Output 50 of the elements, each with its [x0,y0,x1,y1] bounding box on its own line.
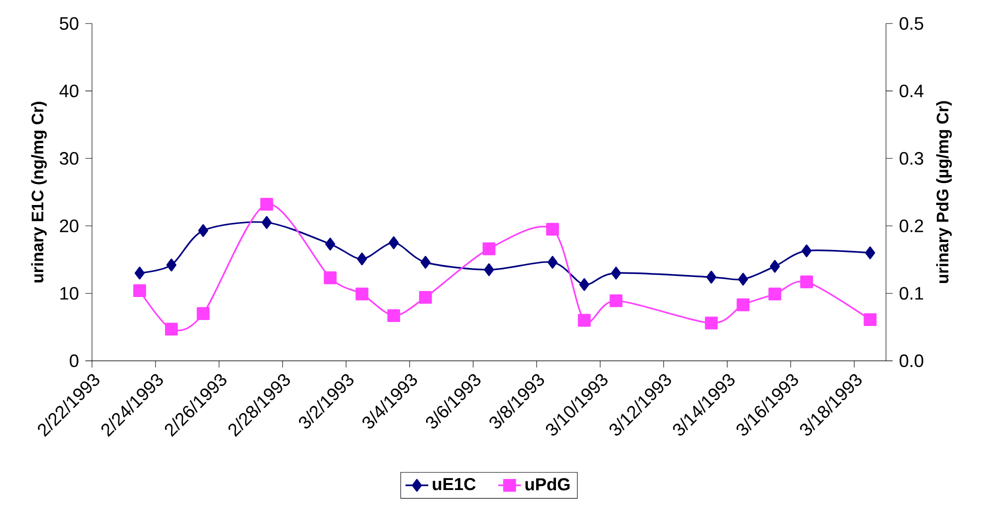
point [196,307,210,320]
point [324,272,337,284]
y-tick-label: 0 [70,354,78,368]
point [198,224,208,238]
y2-tick-label: 0.2 [900,220,924,232]
legend-label: uE1C [432,478,476,490]
point [419,291,432,304]
point [610,294,622,308]
point [768,288,782,301]
point [356,252,367,266]
point [166,258,176,272]
point [578,314,591,327]
point [484,263,494,276]
point [800,276,814,288]
y-tick-label: 50 [60,17,78,30]
y2-tick-label: 0.1 [900,287,924,300]
y-axis-title: urinary E1C (ng/mg Cr) [31,102,47,282]
y2-tick-label: 0.5 [900,17,924,30]
point [704,316,718,330]
legend-label: uPdG [525,478,570,491]
point [579,278,590,292]
point [388,236,399,250]
y2-tick-label: 0.0 [900,354,924,368]
point [865,246,876,260]
point [134,266,145,280]
point [262,216,272,229]
y2-tick-label: 0.3 [900,152,924,165]
y-tick-label: 30 [60,152,78,165]
point [611,266,622,280]
point [482,242,496,256]
y2-axis-title: urinary PdG (µg/mg Cr) [936,101,952,284]
y-tick-label: 20 [60,220,78,232]
y-tick-label: 40 [59,84,78,98]
point [546,222,559,236]
point [548,256,558,269]
point [738,272,748,286]
point [325,238,336,251]
point [736,298,750,312]
point [165,322,178,336]
point [133,284,146,298]
point [770,260,780,273]
y2-tick-label: 0.4 [900,84,924,98]
point [387,309,400,322]
point [706,270,716,284]
point [802,244,812,258]
y-tick-label: 10 [60,287,78,300]
point [356,288,368,301]
point [420,256,430,269]
point [260,198,274,211]
point [864,313,877,326]
